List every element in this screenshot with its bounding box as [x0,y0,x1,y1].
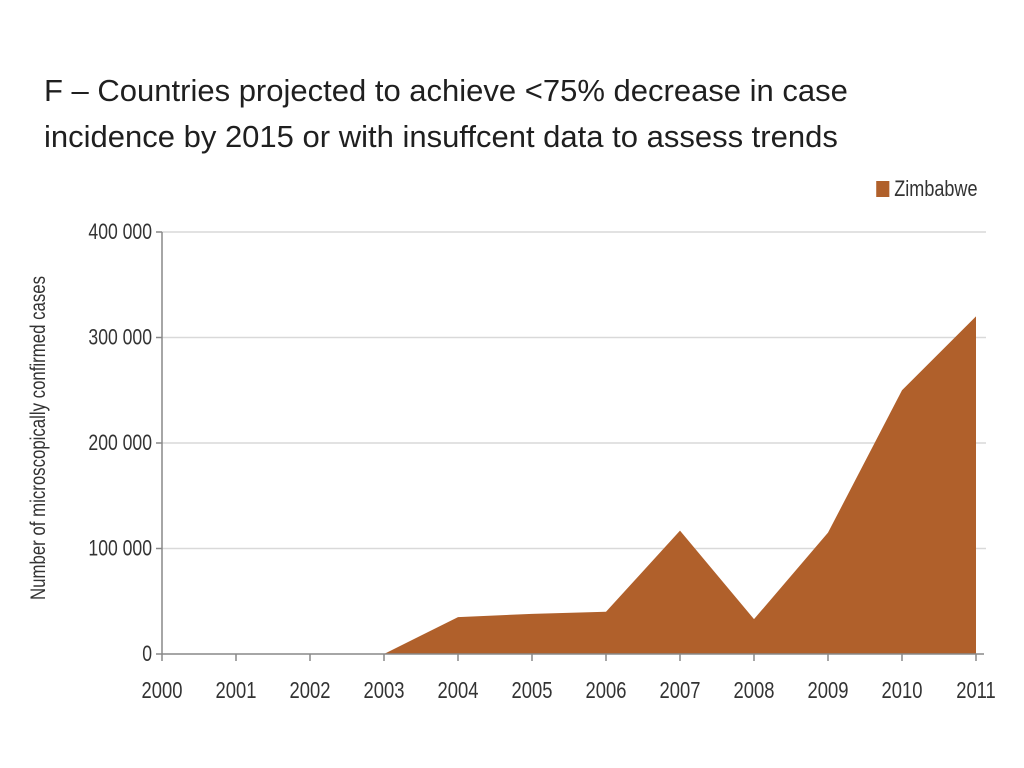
chart-title-line-1: F – Countries projected to achieve <75% … [44,73,848,108]
x-tick-label: 2003 [364,678,405,703]
x-tick-label: 2006 [586,678,627,703]
axes [156,231,984,661]
x-tick-label: 2008 [734,678,775,703]
x-tick-label: 2009 [808,678,849,703]
y-tick-label: 400 000 [88,220,152,244]
x-tick-label: 2001 [216,678,257,703]
x-tick-label: 2011 [956,678,996,703]
y-tick-labels: 0 100 000 200 000 300 000 400 000 [88,220,152,666]
area-series-zimbabwe [162,316,976,654]
series-areas [162,316,976,654]
y-tick-label: 100 000 [88,537,152,561]
x-tick-label: 2005 [512,678,553,703]
x-tick-labels: 2000 2001 2002 2003 2004 2005 2006 2007 2008 2009… [142,678,996,703]
y-tick-label: 300 000 [88,326,152,350]
x-tick-label: 2000 [142,678,183,703]
x-tick-label: 2004 [438,678,479,703]
chart-title-line-2: incidence by 2015 or with insuffcent dat… [44,119,838,154]
x-tick-label: 2007 [660,678,701,703]
y-tick-label: 200 000 [88,431,152,455]
x-tick-label: 2010 [882,678,923,703]
chart-title: F – Countries projected to achieve <75% … [44,68,1004,160]
x-tick-label: 2002 [290,678,331,703]
legend: Zimbabwe [875,176,977,202]
y-tick-label: 0 [142,642,152,666]
legend-swatch-zimbabwe [875,181,889,197]
legend-label-zimbabwe: Zimbabwe [893,176,977,201]
